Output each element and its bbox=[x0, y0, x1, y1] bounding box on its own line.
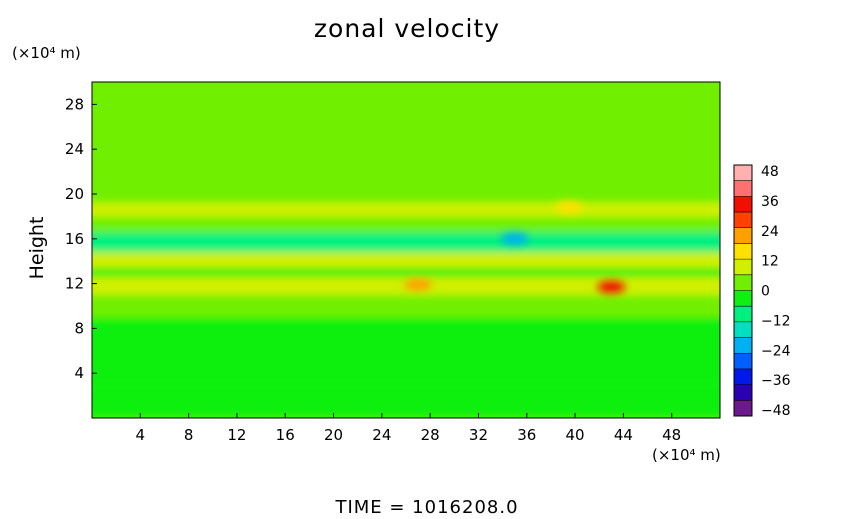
colorbar-segment bbox=[734, 165, 752, 181]
heatmap-band bbox=[92, 252, 720, 268]
colorbar-tick-label: 36 bbox=[761, 194, 779, 210]
x-tick-label: 12 bbox=[227, 426, 246, 444]
y-tick-label: 20 bbox=[65, 185, 84, 203]
x-axis-unit: (×10⁴ m) bbox=[652, 446, 721, 464]
x-tick-label: 16 bbox=[276, 426, 295, 444]
x-tick-label: 44 bbox=[614, 426, 633, 444]
colorbar-tick-label: −48 bbox=[761, 403, 791, 419]
colorbar-segment bbox=[734, 337, 752, 354]
heatmap-band bbox=[92, 202, 720, 217]
colorbar-segment bbox=[734, 368, 752, 385]
heatmap-band bbox=[92, 294, 720, 304]
heatmap-band bbox=[92, 303, 720, 318]
heatmap-band bbox=[92, 384, 720, 418]
heatmap-feature bbox=[597, 280, 626, 293]
colorbar-tick-label: −24 bbox=[761, 343, 791, 359]
colorbar-segment bbox=[734, 290, 752, 307]
colorbar-frame bbox=[733, 164, 753, 417]
y-tick-label: 28 bbox=[65, 95, 84, 113]
colorbar-tick-label: 0 bbox=[761, 284, 770, 300]
chart-title: zonal velocity bbox=[313, 14, 501, 43]
heatmap-feature bbox=[555, 201, 584, 214]
x-tick-label: 4 bbox=[136, 426, 146, 444]
colorbar-segment bbox=[734, 243, 752, 260]
y-axis-unit: (×10⁴ m) bbox=[12, 44, 81, 62]
y-tick-label: 4 bbox=[74, 364, 84, 382]
x-tick-label: 36 bbox=[517, 426, 536, 444]
colorbar-tick-label: −12 bbox=[761, 313, 791, 329]
colorbar-segment bbox=[734, 196, 752, 213]
heatmap-feature bbox=[404, 278, 433, 291]
colorbar-segment bbox=[734, 400, 752, 417]
x-tick-label: 32 bbox=[469, 426, 488, 444]
heatmap-band bbox=[92, 216, 720, 233]
colorbar-segment bbox=[734, 212, 752, 229]
x-tick-label: 40 bbox=[566, 426, 585, 444]
x-tick-label: 28 bbox=[421, 426, 440, 444]
y-tick-label: 8 bbox=[74, 319, 84, 337]
heatmap-band bbox=[92, 194, 720, 203]
colorbar-tick-label: 24 bbox=[761, 224, 779, 240]
y-tick-label: 12 bbox=[65, 275, 84, 293]
colorbar-segment bbox=[734, 306, 752, 323]
y-tick-label: 16 bbox=[65, 230, 84, 248]
colorbar-segment bbox=[734, 259, 752, 276]
heatmap-band bbox=[92, 160, 720, 194]
colorbar-segment bbox=[734, 384, 752, 401]
plot-frame bbox=[91, 81, 721, 419]
colorbar-tick-label: 48 bbox=[761, 164, 779, 180]
x-tick-label: 20 bbox=[324, 426, 343, 444]
plot-area bbox=[92, 82, 720, 418]
time-label: TIME = 1016208.0 bbox=[335, 497, 519, 518]
colorbar-segment bbox=[734, 274, 752, 291]
colorbar-segment bbox=[734, 180, 752, 197]
heatmap-band bbox=[92, 317, 720, 385]
heatmap-band bbox=[92, 267, 720, 277]
heatmap-band bbox=[92, 232, 720, 253]
colorbar-tick-label: −36 bbox=[761, 373, 791, 389]
colorbar-segment bbox=[734, 321, 752, 338]
heatmap-bands bbox=[92, 82, 720, 418]
colorbar-tick-label: 12 bbox=[761, 254, 779, 270]
colorbar-segment bbox=[734, 353, 752, 370]
heatmap-features bbox=[404, 201, 626, 293]
colorbar-segment bbox=[734, 227, 752, 244]
x-tick-label: 48 bbox=[662, 426, 681, 444]
x-tick-label: 24 bbox=[372, 426, 391, 444]
heatmap-feature bbox=[500, 232, 529, 245]
y-tick-label: 24 bbox=[65, 140, 84, 158]
x-tick-label: 8 bbox=[184, 426, 194, 444]
colorbar: 48 36 24 12 0 −12 −24 −36 −48 bbox=[733, 164, 791, 419]
heatmap-band bbox=[92, 82, 720, 161]
